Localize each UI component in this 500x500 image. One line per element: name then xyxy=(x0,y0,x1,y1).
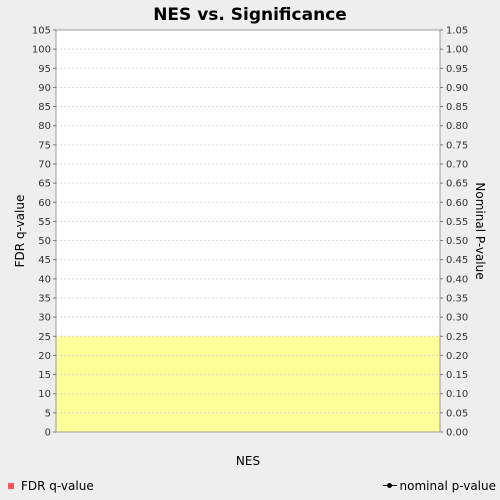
left-tick-label: 45 xyxy=(38,255,51,266)
left-tick-label: 60 xyxy=(38,198,51,209)
right-tick-label: 0.90 xyxy=(446,83,468,94)
left-tick-label: 10 xyxy=(38,389,51,400)
right-tick-label: 0.25 xyxy=(446,332,468,343)
right-tick-label: 0.05 xyxy=(446,408,468,419)
right-tick-label: 1.05 xyxy=(446,26,468,37)
chart-title: NES vs. Significance xyxy=(153,5,347,25)
left-tick-label: 40 xyxy=(38,274,51,285)
left-tick-label: 85 xyxy=(38,102,51,113)
left-tick-label: 20 xyxy=(38,351,51,362)
right-tick-label: 0.50 xyxy=(446,236,468,247)
left-tick-label: 30 xyxy=(38,313,51,324)
left-tick-label: 0 xyxy=(45,428,51,439)
right-tick-label: 0.60 xyxy=(446,198,468,209)
right-tick-label: 0.00 xyxy=(446,428,468,439)
left-tick-label: 25 xyxy=(38,332,51,343)
right-tick-label: 0.75 xyxy=(446,140,468,151)
right-tick-label: 0.55 xyxy=(446,217,468,228)
highlight-band xyxy=(56,336,440,432)
right-tick-label: 0.15 xyxy=(446,370,468,381)
y-axis-right-label: Nominal P-value xyxy=(473,182,487,279)
right-tick-label: 0.70 xyxy=(446,160,468,171)
y-axis-left-label: FDR q-value xyxy=(13,195,27,268)
left-tick-label: 80 xyxy=(38,121,51,132)
right-tick-label: 1.00 xyxy=(446,45,468,56)
right-tick-label: 0.85 xyxy=(446,102,468,113)
left-tick-label: 75 xyxy=(38,140,51,151)
fdr-swatch-icon xyxy=(8,483,14,489)
left-axis: 0 5 10 15 20 25 30 35 40 45 50 55 60 65 70 75 80 85 90 95 10… xyxy=(32,26,56,439)
left-tick-label: 90 xyxy=(38,83,51,94)
right-tick-label: 0.65 xyxy=(446,179,468,190)
right-tick-label: 0.10 xyxy=(446,389,468,400)
right-tick-label: 0.30 xyxy=(446,313,468,324)
gridlines xyxy=(56,29,440,414)
right-tick-label: 0.80 xyxy=(446,121,468,132)
legend-label-pvalue: nominal p-value xyxy=(399,479,496,493)
left-tick-label: 70 xyxy=(38,160,51,171)
left-tick-label: 100 xyxy=(32,45,51,56)
left-tick-label: 95 xyxy=(38,64,51,75)
left-tick-label: 65 xyxy=(38,179,51,190)
left-tick-label: 50 xyxy=(38,236,51,247)
right-tick-label: 0.45 xyxy=(446,255,468,266)
pvalue-line-marker-icon xyxy=(382,481,397,491)
right-tick-label: 0.95 xyxy=(446,64,468,75)
left-tick-label: 15 xyxy=(38,370,51,381)
x-axis-label: NES xyxy=(236,454,260,468)
left-tick-label: 55 xyxy=(38,217,51,228)
right-axis: 0.00 0.05 0.10 0.15 0.20 0.25 0.30 0.35 0.40 0.45… xyxy=(440,26,468,439)
legend-label-fdr: FDR q-value xyxy=(21,479,94,493)
left-tick-label: 35 xyxy=(38,294,51,305)
right-tick-label: 0.35 xyxy=(446,294,468,305)
right-tick-label: 0.40 xyxy=(446,274,468,285)
right-tick-label: 0.20 xyxy=(446,351,468,362)
legend-item-pvalue: nominal p-value xyxy=(382,479,496,493)
plot-border xyxy=(55,29,441,433)
legend-item-fdr: FDR q-value xyxy=(8,479,94,493)
left-tick-label: 5 xyxy=(45,408,51,419)
left-tick-label: 105 xyxy=(32,26,51,37)
